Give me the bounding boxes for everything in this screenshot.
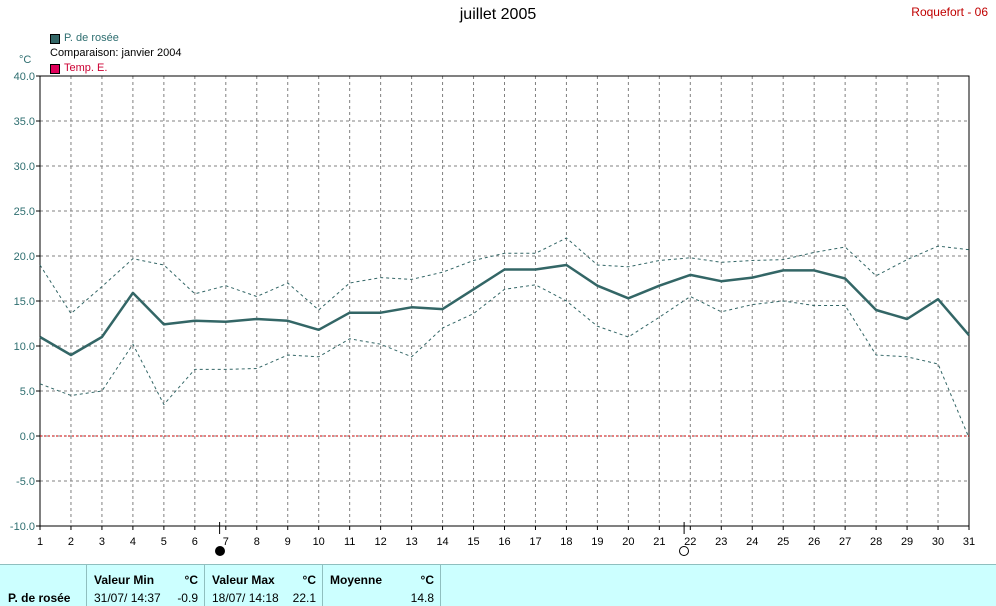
grid-lines [40, 76, 969, 526]
x-tick-label: 1 [37, 536, 43, 548]
x-tick-label: 30 [932, 536, 944, 548]
stats-avg-cell: Moyenne °C 14.8 [322, 565, 441, 606]
legend-item-comparison: Comparaison: janvier 2004 [50, 46, 181, 61]
stats-max-value: 22.1 [292, 591, 316, 605]
y-tick-label: 25.0 [14, 206, 35, 218]
x-tick-label: 9 [285, 536, 291, 548]
y-tick-label: 0.0 [20, 431, 35, 443]
x-tick-label: 23 [715, 536, 727, 548]
x-tick-label: 15 [467, 536, 479, 548]
y-axis-ticks: -10.0 -5.0 0.0 5.0 10.0 15.0 20.0 25.0 30.0 35.0 4… [10, 71, 40, 533]
y-tick-label: 10.0 [14, 341, 35, 353]
x-axis-ticks: 1 2 3 4 5 6 7 8 9 10 11 12 13 14 15 16 17 18 19 20 21 22 23 24 2… [37, 522, 975, 548]
x-tick-label: 31 [963, 536, 975, 548]
y-tick-label: 15.0 [14, 296, 35, 308]
chart-title: juillet 2005 [459, 6, 537, 23]
x-tick-label: 10 [313, 536, 325, 548]
x-tick-label: 13 [405, 536, 417, 548]
legend-label-dew-point: P. de rosée [64, 32, 119, 44]
stats-min-value: -0.9 [177, 591, 198, 605]
x-tick-label: 11 [344, 536, 355, 548]
x-tick-label: 3 [99, 536, 105, 548]
y-tick-label: 30.0 [14, 161, 35, 173]
x-tick-label: 8 [254, 536, 260, 548]
x-tick-label: 14 [436, 536, 448, 548]
x-tick-label: 5 [161, 536, 167, 548]
x-tick-label: 20 [622, 536, 634, 548]
new-moon-icon [214, 546, 225, 556]
chart-canvas: -10.0 -5.0 0.0 5.0 10.0 15.0 20.0 25.0 30.0 35.0 4… [10, 71, 975, 548]
stats-max-cell: Valeur Max °C 18/07/ 14:18 22.1 [204, 565, 323, 606]
y-tick-label: -5.0 [16, 476, 35, 488]
stats-series-label: P. de rosée [8, 591, 71, 605]
legend-label-comparison: Comparaison: janvier 2004 [50, 47, 182, 59]
series-line-dew-point [39, 263, 970, 357]
stats-panel: P. de rosée Valeur Min °C 31/07/ 14:37 -… [0, 564, 996, 606]
stats-min-cell: Valeur Min °C 31/07/ 14:37 -0.9 [86, 565, 205, 606]
legend-swatch-temp [50, 63, 60, 74]
y-tick-label: 20.0 [14, 251, 35, 263]
stats-series-cell: P. de rosée [0, 565, 87, 606]
y-tick-label: -10.0 [10, 521, 35, 533]
series-lines [39, 237, 970, 438]
stats-max-unit: °C [302, 573, 316, 587]
x-tick-label: 12 [375, 536, 387, 548]
legend-swatch-dew-point [50, 33, 60, 44]
stats-min-header: Valeur Min [94, 573, 155, 587]
x-tick-label: 22 [684, 536, 696, 548]
x-tick-label: 24 [746, 536, 758, 548]
x-tick-label: 27 [839, 536, 851, 548]
legend-item-temp: Temp. E. [50, 61, 181, 76]
y-tick-label: 35.0 [14, 116, 35, 128]
stats-min-date: 31/07/ 14:37 [94, 591, 161, 605]
x-tick-label: 7 [223, 536, 229, 548]
x-tick-label: 17 [529, 536, 541, 548]
x-tick-label: 4 [130, 536, 136, 548]
x-tick-label: 26 [808, 536, 820, 548]
legend: P. de rosée Comparaison: janvier 2004 Te… [50, 31, 181, 76]
x-tick-label: 6 [192, 536, 198, 548]
station-name: Roquefort - 06 [911, 5, 988, 19]
legend-item-dew-point: P. de rosée [50, 31, 181, 46]
x-tick-label: 18 [560, 536, 572, 548]
series-line-comparison-high [39, 237, 970, 315]
full-moon-icon [679, 546, 690, 556]
y-tick-label: 40.0 [14, 71, 35, 83]
x-tick-label: 2 [68, 536, 74, 548]
stats-max-date: 18/07/ 14:18 [212, 591, 279, 605]
x-tick-label: 29 [901, 536, 913, 548]
x-tick-label: 19 [591, 536, 603, 548]
stats-avg-header: Moyenne [330, 573, 383, 587]
y-tick-label: 5.0 [20, 386, 35, 398]
y-axis-unit: °C [19, 54, 32, 66]
x-tick-label: 16 [498, 536, 510, 548]
stats-avg-unit: °C [420, 573, 434, 587]
x-tick-label: 28 [870, 536, 882, 548]
stats-max-header: Valeur Max [212, 573, 275, 587]
x-tick-label: 25 [777, 536, 789, 548]
x-tick-label: 21 [653, 536, 665, 548]
legend-label-temp: Temp. E. [64, 62, 108, 74]
stats-avg-value: 14.8 [410, 591, 434, 605]
series-line-comparison-low [39, 284, 970, 438]
stats-min-unit: °C [184, 573, 198, 587]
